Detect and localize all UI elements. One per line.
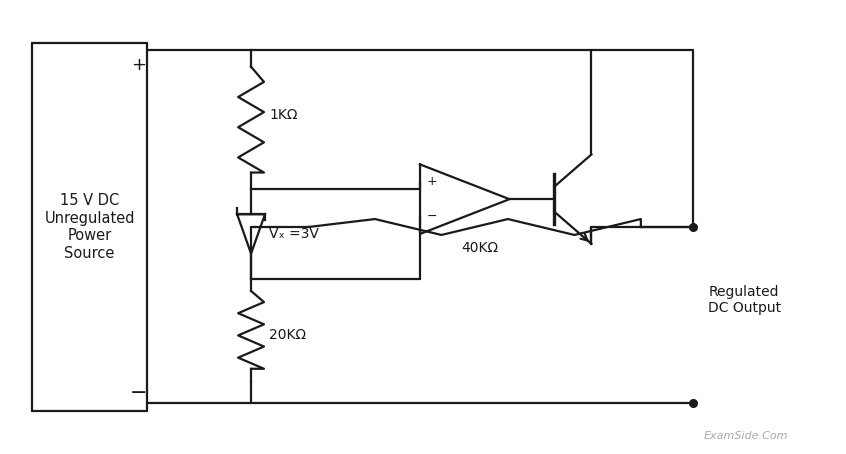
Text: Regulated
DC Output: Regulated DC Output bbox=[708, 285, 782, 315]
Text: +: + bbox=[426, 175, 437, 188]
Text: Vₓ =3V: Vₓ =3V bbox=[269, 227, 319, 241]
Text: +: + bbox=[131, 56, 146, 74]
Text: −: − bbox=[426, 210, 437, 223]
Text: −: − bbox=[130, 383, 147, 403]
Text: 20KΩ: 20KΩ bbox=[269, 328, 306, 342]
Text: 40KΩ: 40KΩ bbox=[461, 241, 498, 255]
Text: ExamSide.Com: ExamSide.Com bbox=[703, 431, 788, 441]
Text: 1KΩ: 1KΩ bbox=[269, 108, 298, 122]
Text: 15 V DC
Unregulated
Power
Source: 15 V DC Unregulated Power Source bbox=[44, 193, 135, 261]
